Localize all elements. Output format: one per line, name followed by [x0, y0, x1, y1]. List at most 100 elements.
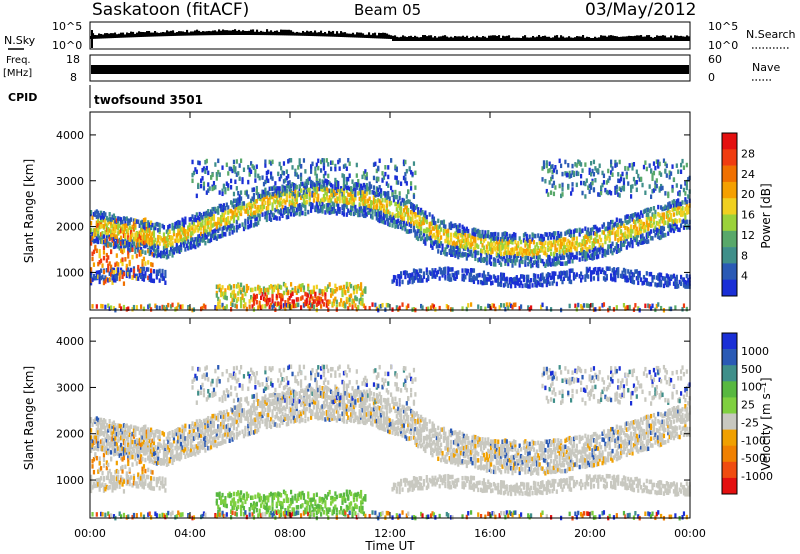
velocity-cell — [105, 465, 108, 471]
power-cell — [554, 249, 557, 254]
power-cell — [220, 203, 223, 209]
power-cell — [637, 173, 640, 179]
power-cell — [222, 207, 226, 213]
power-cell — [284, 209, 287, 214]
power-cell — [470, 272, 473, 277]
power-cell — [320, 207, 323, 213]
nsky-sample — [104, 33, 107, 39]
power-cell — [641, 233, 644, 238]
power-cell — [551, 275, 554, 280]
power-cell — [212, 206, 216, 212]
power-cell — [304, 203, 307, 208]
power-cell — [277, 190, 280, 195]
power-cell — [221, 212, 224, 217]
power-cell — [284, 191, 287, 196]
power-cell — [405, 168, 408, 174]
power-cell — [331, 188, 334, 194]
power-cell — [675, 163, 678, 168]
power-cell — [605, 180, 608, 185]
power-cell — [385, 209, 388, 214]
power-cell — [562, 240, 566, 246]
power-cell — [327, 284, 330, 289]
power-cell — [195, 225, 198, 230]
nsky-sample — [650, 36, 653, 41]
power-cell — [140, 232, 143, 237]
nsky-sample — [348, 33, 351, 38]
power-cell — [278, 176, 281, 182]
power-cell — [450, 232, 453, 238]
nsky-sample — [350, 33, 353, 38]
power-cell — [560, 244, 563, 250]
power-cell — [420, 278, 423, 283]
power-cell — [607, 221, 610, 227]
nsky-sample — [622, 36, 625, 41]
power-cell — [630, 194, 633, 199]
power-cell — [475, 229, 478, 235]
power-cell — [228, 285, 231, 291]
power-cell — [412, 275, 416, 281]
power-cell — [218, 287, 221, 293]
power-cell — [685, 207, 688, 212]
power-cell — [410, 210, 413, 215]
power-cell — [604, 248, 607, 254]
power-cell — [330, 288, 333, 293]
power-cell — [581, 190, 584, 196]
velocity-cell — [130, 444, 133, 450]
power-cell — [351, 305, 354, 310]
nsky-sample — [594, 36, 597, 41]
power-cell — [678, 218, 681, 223]
power-cell — [244, 224, 247, 230]
velocity-cell — [105, 446, 108, 451]
power-cell — [201, 238, 204, 243]
velocity-cell — [134, 481, 137, 486]
power-cell — [421, 305, 424, 310]
power-cell — [117, 226, 120, 231]
power-cell — [614, 190, 617, 195]
power-cell — [381, 219, 384, 224]
velocity-cell — [124, 431, 127, 436]
power-cell — [591, 240, 594, 246]
power-cell — [618, 236, 621, 242]
power-cell — [452, 273, 456, 278]
power-cell — [372, 175, 376, 181]
power-cell — [255, 222, 258, 227]
power-cell — [238, 198, 241, 203]
power-cell — [284, 185, 287, 191]
power-cell — [411, 206, 414, 211]
power-cell — [645, 239, 648, 245]
power-cell — [90, 273, 93, 278]
power-cell — [345, 185, 348, 191]
power-cell — [585, 246, 588, 252]
power-cell — [267, 205, 270, 211]
power-cell — [442, 270, 446, 276]
velocity-cell — [135, 513, 138, 518]
power-cell — [348, 173, 351, 178]
power-cell — [528, 259, 531, 264]
power-cell — [360, 183, 363, 189]
power-cell — [315, 162, 318, 168]
nsky-sample — [238, 29, 241, 36]
power-cell — [432, 304, 436, 309]
power-cell — [195, 212, 198, 217]
power-cell — [294, 303, 297, 309]
nsky-sample — [306, 30, 309, 36]
power-colorbar-swatch — [722, 230, 737, 248]
power-cell — [555, 281, 558, 287]
power-cell — [351, 179, 354, 184]
power-cell — [192, 243, 196, 248]
power-cell — [215, 208, 218, 214]
power-cell — [500, 276, 503, 282]
power-cell — [487, 230, 490, 235]
velocity-cell — [91, 464, 94, 469]
power-cell — [524, 243, 527, 248]
power-cell — [398, 305, 401, 311]
power-cell — [470, 267, 473, 273]
power-cell — [500, 303, 503, 308]
power-cell — [150, 250, 153, 255]
power-cell — [164, 280, 167, 285]
power-cell — [258, 213, 261, 219]
power-cell — [382, 219, 386, 225]
power-cell — [344, 196, 347, 201]
power-colorbar-swatch — [722, 181, 737, 199]
power-cell — [598, 234, 601, 240]
